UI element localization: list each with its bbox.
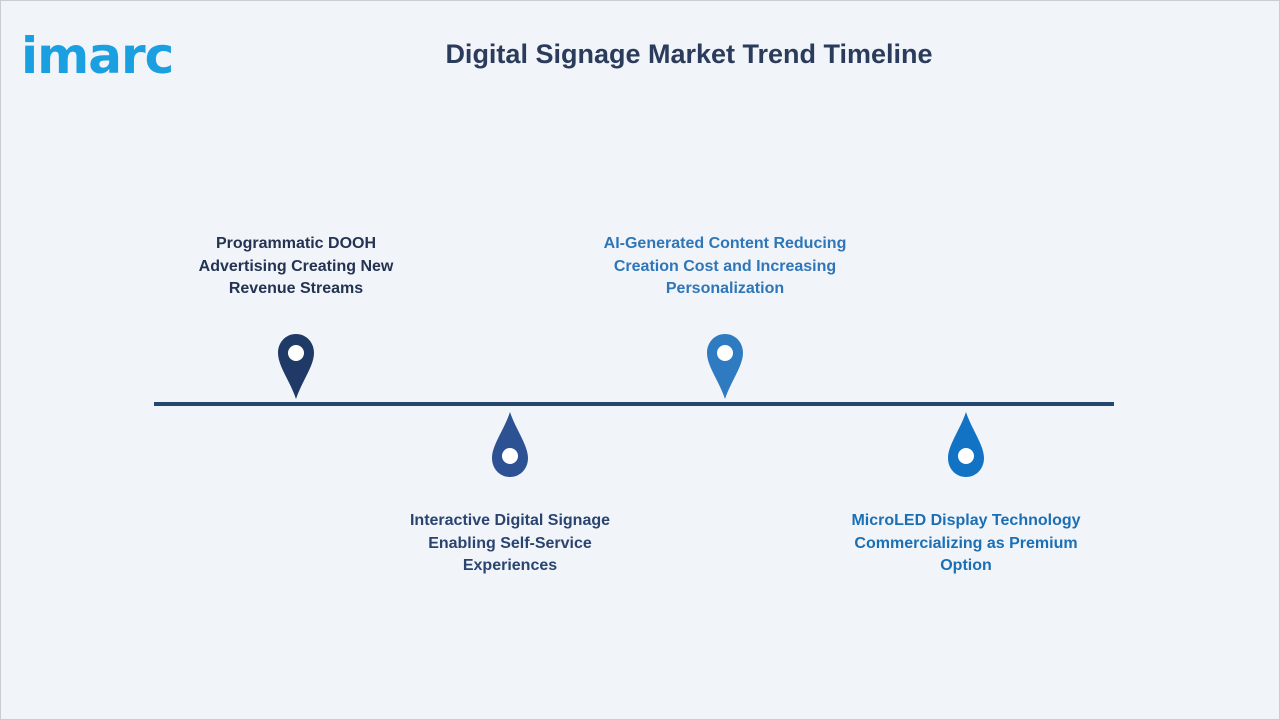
milestone-3-pin-shape [707,334,743,399]
milestone-1-pin-icon [275,332,317,402]
milestone-2-pin-shape [492,412,528,477]
page-title: Digital Signage Market Trend Timeline [445,39,933,69]
milestone-2-label: Interactive Digital Signage Enabling Sel… [409,512,611,574]
milestone-3-pin-icon [704,332,746,402]
milestone-4-label: MicroLED Display Technology Commercializ… [851,512,1081,574]
logo-text: imarc [21,27,173,83]
imarc-logo: imarc [21,27,174,83]
milestone-3-label: AI-Generated Content Reducing Creation C… [603,235,847,297]
milestone-1-pin-shape [278,334,314,399]
milestone-4-pin-icon [945,409,987,479]
milestone-1-label: Programmatic DOOH Advertising Creating N… [198,235,394,297]
milestone-4-pin-shape [948,412,984,477]
milestone-2-pin-icon [489,409,531,479]
timeline-line [154,402,1114,406]
